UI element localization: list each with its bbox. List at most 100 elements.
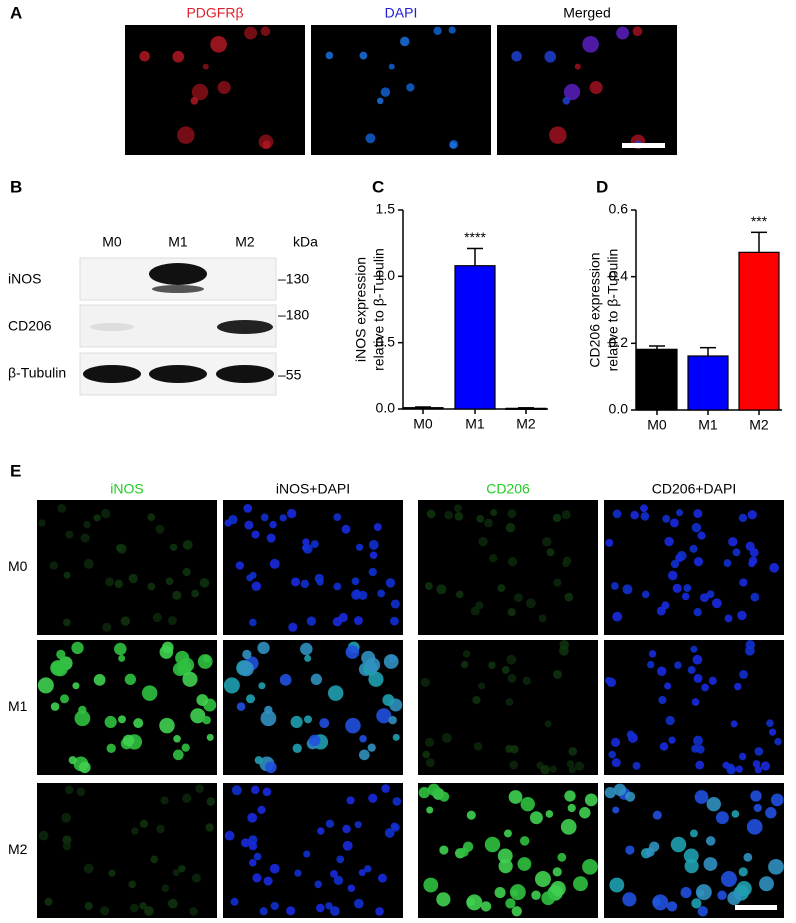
- cell: [172, 869, 180, 877]
- cell: [319, 718, 330, 729]
- y-axis-label: relative to β-Tubulin: [371, 248, 387, 371]
- cell: [179, 657, 195, 673]
- cell: [564, 592, 574, 602]
- cell: [172, 50, 185, 63]
- cell: [735, 765, 744, 773]
- cell: [302, 538, 310, 546]
- cell: [507, 608, 516, 617]
- cell: [676, 509, 684, 517]
- cell: [625, 791, 636, 802]
- cell: [37, 677, 54, 694]
- cell: [129, 903, 139, 913]
- cell: [290, 715, 303, 729]
- cell: [392, 733, 400, 741]
- cell: [165, 577, 174, 586]
- cell: [739, 669, 748, 679]
- cell: [605, 538, 614, 547]
- cell: [584, 793, 598, 807]
- cell: [206, 797, 216, 806]
- cell: [250, 785, 260, 795]
- cell: [300, 579, 310, 589]
- cell: [368, 671, 384, 687]
- cell: [160, 796, 169, 805]
- cell: [667, 570, 678, 581]
- column-title: CD206: [486, 481, 530, 497]
- cell: [390, 822, 398, 830]
- cell: [612, 509, 622, 519]
- cell: [155, 524, 165, 534]
- cell: [266, 533, 276, 543]
- column-title: CD206+DAPI: [652, 481, 736, 497]
- x-tick-label: M0: [647, 417, 667, 433]
- cell: [697, 531, 706, 540]
- cell: [648, 841, 660, 852]
- cell: [368, 539, 379, 550]
- cell: [392, 797, 402, 806]
- cell: [377, 873, 387, 883]
- cell: [699, 593, 709, 603]
- cell: [422, 750, 431, 759]
- cell: [243, 504, 253, 513]
- cell: [652, 810, 662, 820]
- cell: [701, 683, 709, 692]
- cell: [731, 810, 740, 818]
- cell: [460, 660, 469, 669]
- cell: [748, 556, 758, 566]
- y-tick-label: 0.4: [609, 267, 629, 283]
- cell: [726, 763, 735, 772]
- bar: [738, 251, 780, 411]
- cell: [511, 50, 522, 62]
- cell: [455, 590, 464, 599]
- cell: [563, 83, 581, 101]
- cell: [84, 901, 93, 911]
- cell: [488, 661, 496, 669]
- cell: [466, 810, 476, 820]
- cell: [38, 519, 46, 527]
- cell: [333, 582, 342, 591]
- blot-band: [216, 365, 274, 383]
- cell: [750, 790, 762, 802]
- cell: [610, 582, 619, 590]
- column-title: Merged: [563, 5, 610, 21]
- cell: [720, 871, 737, 887]
- cell: [253, 852, 262, 861]
- cell: [100, 508, 111, 519]
- cell: [754, 766, 762, 774]
- cell: [228, 514, 238, 525]
- cell: [376, 708, 392, 724]
- significance-label: ***: [751, 213, 768, 229]
- row-label: iNOS: [8, 271, 41, 287]
- cell: [258, 682, 266, 690]
- cell: [382, 694, 395, 706]
- micrograph: [223, 783, 403, 918]
- cell: [759, 876, 774, 892]
- cell: [573, 876, 588, 892]
- cell: [365, 133, 376, 144]
- cell: [279, 673, 292, 686]
- cell: [210, 35, 227, 53]
- cell: [131, 827, 139, 835]
- cell: [351, 589, 362, 600]
- cell: [483, 518, 493, 528]
- cell: [390, 599, 400, 609]
- cell: [238, 661, 254, 677]
- cell: [665, 715, 675, 726]
- cell: [388, 715, 397, 725]
- cell: [662, 514, 671, 523]
- cell: [240, 838, 251, 848]
- cell: [693, 735, 703, 746]
- cell: [427, 783, 441, 796]
- cell: [424, 582, 433, 590]
- cell: [359, 735, 367, 743]
- cell: [62, 841, 72, 851]
- panel-label: A: [10, 3, 22, 22]
- blot-band: [152, 285, 204, 293]
- cell: [124, 673, 137, 685]
- cell: [345, 717, 361, 734]
- cell: [708, 676, 717, 685]
- cell: [195, 784, 204, 793]
- cell: [167, 898, 178, 909]
- cell: [745, 645, 755, 656]
- cell: [269, 520, 277, 529]
- cell: [139, 902, 147, 910]
